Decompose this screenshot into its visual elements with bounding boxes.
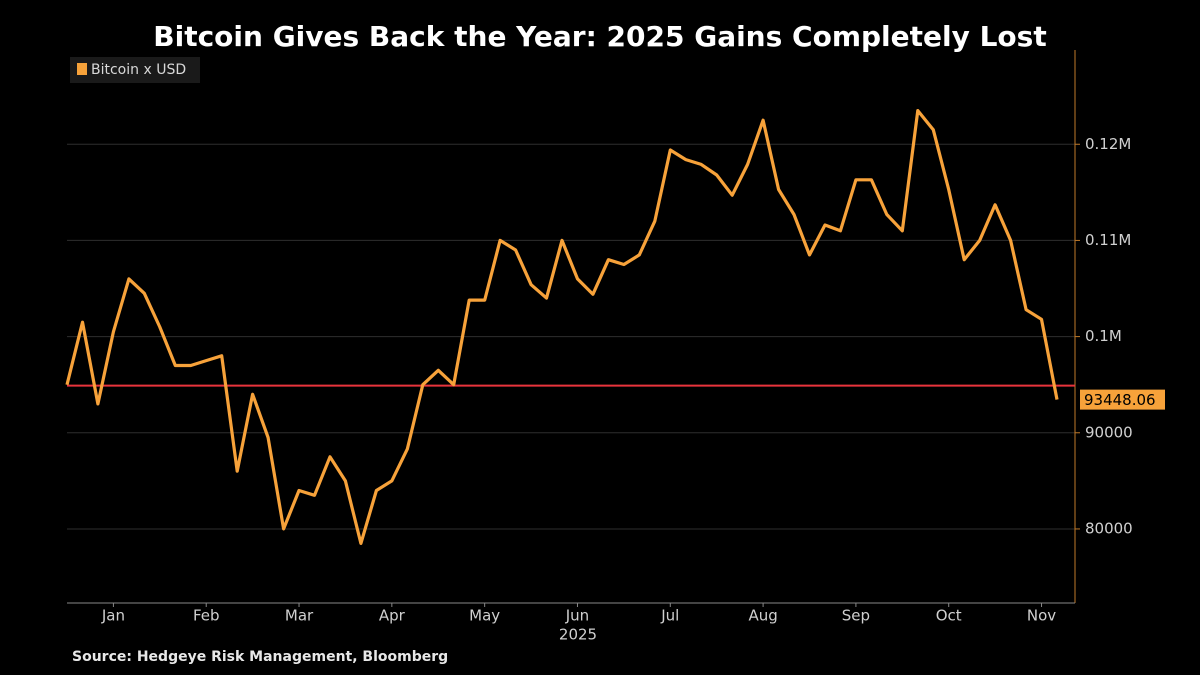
last-value-box: [1080, 389, 1165, 410]
legend-label: Bitcoin x USD: [91, 62, 186, 78]
y-tick-label: 90000: [1085, 423, 1133, 441]
legend-swatch: [77, 63, 87, 75]
legend-box: [70, 57, 200, 83]
x-tick-label: May: [469, 607, 500, 625]
x-tick-label: Nov: [1027, 607, 1056, 625]
y-tick-label: 0.12M: [1085, 135, 1131, 153]
chart-title: Bitcoin Gives Back the Year: 2025 Gains …: [153, 20, 1046, 53]
x-tick-label: Sep: [842, 607, 870, 625]
x-tick-label: Oct: [936, 607, 962, 625]
x-tick-label: Aug: [748, 607, 777, 625]
x-tick-label: Jul: [660, 607, 679, 625]
x-tick-label: Feb: [193, 607, 220, 625]
y-tick-label: 0.1M: [1085, 327, 1122, 345]
price-line: [65, 109, 1059, 545]
x-axis-label: 2025: [559, 626, 597, 644]
last-value-label: 93448.06: [1084, 391, 1156, 409]
source: Source: Hedgeye Risk Management, Bloombe…: [72, 649, 448, 665]
x-tick-label: Jan: [101, 607, 125, 625]
x-tick-label: Apr: [379, 607, 406, 625]
x-tick-label: Mar: [285, 607, 314, 625]
y-tick-label: 80000: [1085, 519, 1133, 537]
x-tick-label: Jun: [565, 607, 589, 625]
y-tick-label: 0.11M: [1085, 231, 1131, 249]
